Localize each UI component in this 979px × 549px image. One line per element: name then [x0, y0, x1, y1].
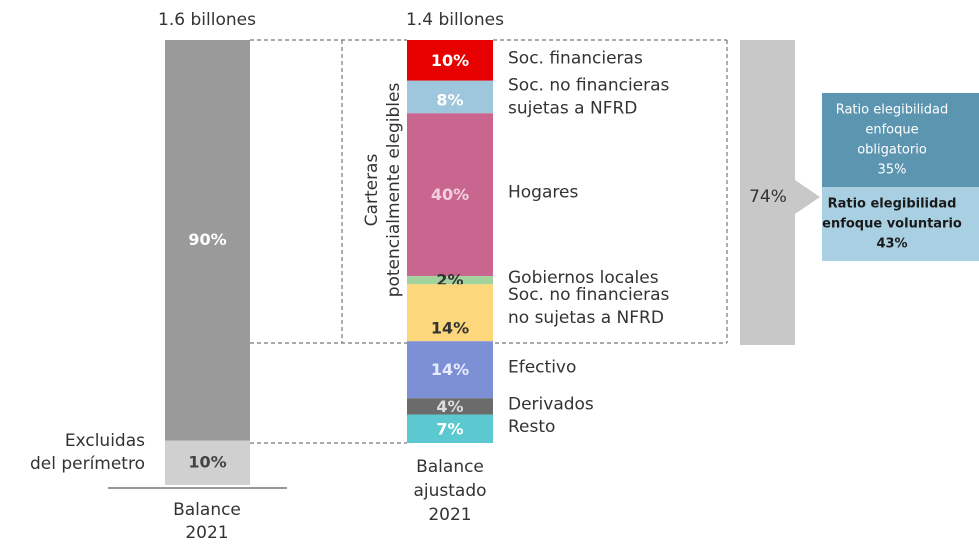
segment-label: 14%	[431, 360, 469, 379]
bar-segment	[407, 113, 493, 277]
ratio-text: Ratio elegibilidad	[828, 197, 957, 212]
bar-segment	[165, 440, 250, 485]
bar-segment	[407, 284, 493, 342]
left-total: 1.6 billones	[158, 10, 256, 30]
segment-label: 8%	[436, 90, 463, 109]
segment-label: 40%	[431, 185, 469, 204]
bar-segment	[407, 414, 493, 443]
bar-segment	[165, 40, 250, 441]
bar-caption: Balance	[173, 500, 241, 520]
segment-name: Excluidas	[65, 431, 145, 451]
segment-label: 14%	[431, 319, 469, 338]
segment-label: 7%	[436, 419, 463, 438]
ratio-text: enfoque voluntario	[822, 217, 962, 232]
segment-name: Resto	[508, 417, 555, 437]
segment-name: Soc. no financieras	[508, 75, 670, 95]
ratio-text: 35%	[878, 163, 907, 178]
segment-name: Soc. no financieras	[508, 285, 670, 305]
bracket-label-line: Carteras	[362, 154, 382, 227]
ratio-text: enfoque	[865, 123, 918, 138]
segment-name: Gobiernos locales	[508, 268, 659, 288]
ratio-text: obligatorio	[857, 143, 927, 158]
segment-label: 90%	[188, 230, 226, 249]
bar-segment	[407, 80, 493, 114]
bar-caption: 2021	[185, 523, 228, 543]
ratio-box	[822, 187, 979, 261]
segment-name: Soc. financieras	[508, 48, 643, 68]
bar-segment	[407, 276, 493, 285]
bar-segment	[407, 398, 493, 415]
ratio-box	[822, 93, 979, 187]
bar-caption: ajustado	[413, 481, 486, 501]
bracket-label: Carteras potencialmente elegibles	[362, 83, 404, 298]
bar-segment	[407, 40, 493, 81]
segment-name: Hogares	[508, 183, 578, 203]
bar-segment	[407, 341, 493, 399]
segment-label: 10%	[431, 51, 469, 70]
segment-name: Efectivo	[508, 358, 576, 378]
segment-name: Derivados	[508, 394, 594, 414]
bar-caption: 2021	[428, 505, 471, 525]
eligible-bar	[740, 40, 795, 345]
segment-label: 4%	[436, 397, 463, 416]
segment-name: no sujetas a NFRD	[508, 308, 664, 328]
arrow	[795, 180, 820, 214]
ratio-text: Ratio elegibilidad	[836, 103, 949, 118]
segment-name: del perímetro	[30, 454, 145, 474]
bar-caption: Balance	[416, 457, 484, 477]
eligible-share: 74%	[749, 187, 787, 207]
middle-total: 1.4 billones	[406, 10, 504, 30]
ratio-text: 43%	[876, 237, 907, 252]
bracket-label-line: potencialmente elegibles	[384, 83, 404, 298]
segment-name: sujetas a NFRD	[508, 98, 637, 118]
segment-label: 10%	[188, 452, 226, 471]
